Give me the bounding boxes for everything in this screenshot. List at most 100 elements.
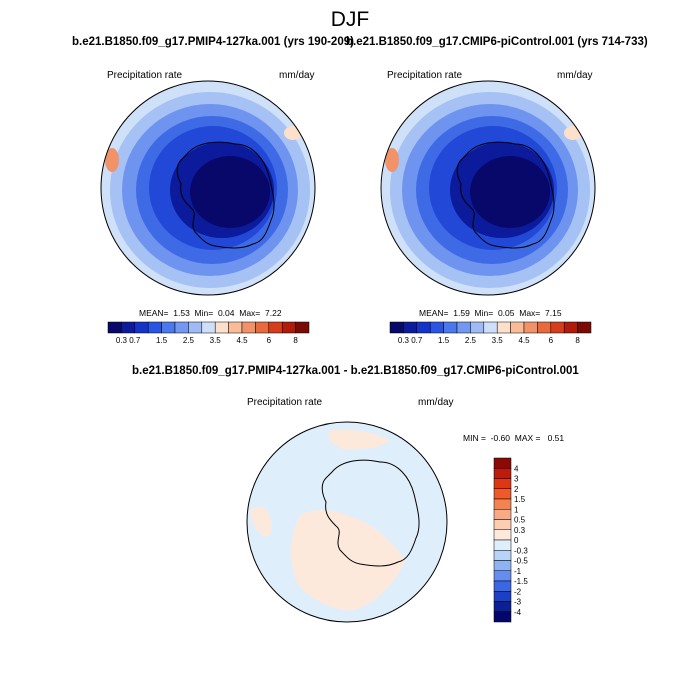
panel2-colorbar: 0.3 0.7 1.5 2.5 3.5 4.5 6 8 [389,321,592,345]
colorbar-swatch [563,321,578,334]
difference-colorbar-swatch [493,539,512,551]
colorbar-tick-label: 3.5 [210,336,222,345]
difference-colorbar-swatch [493,529,512,541]
colorbar-tick-label: 1.5 [438,336,450,345]
difference-minmax: MIN = -0.60 MAX = 0.51 [463,433,564,443]
colorbar-swatch [523,321,538,334]
colorbar-tick-label: 6 [267,336,272,345]
difference-units: mm/day [418,397,454,408]
colorbar-swatch [389,321,404,334]
difference-colorbar-swatch [493,509,512,520]
colorbar-swatch [201,321,216,334]
colorbar-swatch [255,321,270,334]
panel1-colorbar: 0.3 0.7 1.5 2.5 3.5 4.5 6 8 [107,321,310,345]
difference-colorbar-tick-label: 1 [514,505,519,514]
colorbar-swatch [107,321,122,334]
difference-colorbar-swatch [493,457,512,469]
panel1-mean-value: 1.53 [173,308,190,318]
colorbar-tick-label: 1.5 [156,336,168,345]
mean-label: MEAN= [419,308,449,318]
difference-colorbar-tick-label: -1 [514,567,522,576]
colorbar-tick-label: 0.3 [116,336,128,345]
panel2-stats: MEAN= 1.59 Min= 0.05 Max= 7.15 [419,308,562,318]
colorbar-swatch [121,321,136,334]
difference-colorbar-swatch [493,468,512,479]
panel1-min-value: 0.04 [217,308,235,318]
colorbar-swatch [456,321,471,334]
difference-colorbar: 4 321.51 0.50.30-0.3 -0.5-1-1.5-2 -3-4 [493,457,528,623]
panel2-map [381,81,595,295]
diff-max-value: 0.51 [547,433,565,443]
colorbar-swatch [496,321,511,334]
colorbar-tick-label: 4.5 [236,336,248,345]
colorbar-swatch [228,321,243,334]
colorbar-tick-label: 8 [293,336,298,345]
panel1-variable: Precipitation rate [107,70,183,81]
difference-colorbar-swatch [493,570,512,582]
colorbar-swatch [483,321,498,334]
colorbar-swatch [147,321,162,334]
colorbar-swatch [281,321,296,334]
difference-colorbar-tick-label: 0 [514,536,519,545]
difference-colorbar-tick-label: -2 [514,587,522,596]
panel2-max-value: 7.15 [545,308,562,318]
colorbar-swatch [537,321,552,334]
panel1-units: mm/day [279,70,315,81]
colorbar-tick-label: 0.7 [411,336,423,345]
colorbar-swatch [174,321,189,334]
panel2-units: mm/day [557,70,593,81]
diff-max-label: MAX = [514,433,541,443]
difference-colorbar-tick-label: -3 [514,598,522,607]
diff-min-label: MIN = [463,433,486,443]
difference-map-border [246,421,448,623]
panel2-min-value: 0.05 [497,308,515,318]
figure-title: DJF [330,8,370,31]
difference-map [247,422,447,622]
colorbar-swatch [577,321,592,334]
colorbar-tick-label: 2.5 [183,336,195,345]
difference-colorbar-tick-label: 3 [514,475,519,484]
difference-colorbar-swatch [493,488,512,500]
colorbar-swatch [510,321,525,334]
colorbar-tick-label: 4.5 [518,336,530,345]
difference-colorbar-tick-label: -1.5 [514,577,528,586]
panel2-case-title: b.e21.B1850.f09_g17.CMIP6-piControl.001 … [346,36,648,48]
colorbar-tick-label: 3.5 [492,336,504,345]
colorbar-swatch [429,321,444,334]
difference-colorbar-tick-label: 2 [514,485,519,494]
difference-colorbar-tick-label: -4 [514,608,522,617]
difference-variable: Precipitation rate [247,397,323,408]
colorbar-tick-label: 0.3 [398,336,410,345]
colorbar-swatch [470,321,485,334]
min-label: Min= [474,308,494,318]
difference-colorbar-swatch [493,478,512,489]
colorbar-swatch [268,321,283,334]
panel2-map-border [380,80,596,296]
colorbar-swatch [134,321,149,334]
difference-colorbar-swatch [493,498,512,510]
panel1-case-title: b.e21.B1850.f09_g17.PMIP4-127ka.001 (yrs… [72,36,354,48]
panel2-mean-value: 1.59 [453,308,470,318]
difference-colorbar-tick-label: -0.3 [514,546,528,555]
panel1-max-value: 7.22 [265,308,282,318]
difference-colorbar-swatch [493,560,512,571]
difference-colorbar-tick-label: 0.3 [514,526,526,535]
colorbar-swatch [403,321,418,334]
panel1-map-border [100,80,316,296]
difference-colorbar-tick-label: -0.5 [514,557,528,566]
max-label: Max= [519,308,541,318]
panel2-variable: Precipitation rate [387,70,463,81]
difference-colorbar-swatch [493,519,512,530]
difference-colorbar-tick-label: 4 [514,464,519,473]
diff-min-value: -0.60 [490,433,511,443]
colorbar-tick-label: 0.7 [129,336,141,345]
min-label: Min= [194,308,214,318]
colorbar-swatch [550,321,565,334]
colorbar-swatch [295,321,310,334]
difference-colorbar-swatch [493,591,512,602]
colorbar-swatch [241,321,256,334]
panel1-stats: MEAN= 1.53 Min= 0.04 Max= 7.22 [139,308,282,318]
colorbar-tick-label: 8 [575,336,580,345]
difference-colorbar-swatch [493,550,512,561]
